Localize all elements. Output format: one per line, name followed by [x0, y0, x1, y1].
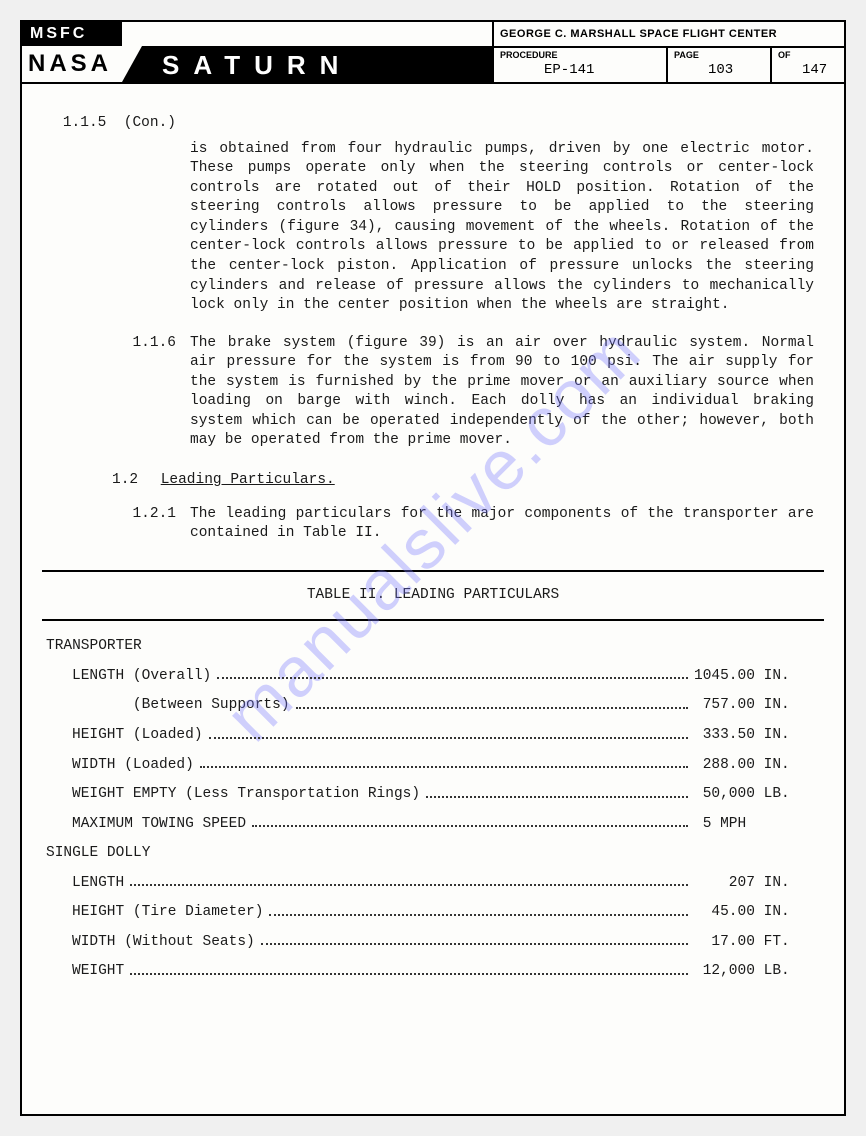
spec-dots	[269, 913, 688, 916]
table-title: TABLE II. LEADING PARTICULARS	[42, 586, 824, 606]
spec-label: LENGTH	[72, 874, 124, 894]
procedure-value: EP-141	[544, 62, 594, 78]
procedure-cell: PROCEDURE EP-141	[494, 48, 668, 82]
sec-1-2-1-text: The leading particulars for the major co…	[190, 505, 814, 544]
spec-dots	[200, 765, 688, 768]
of-cell: OF 147	[772, 48, 844, 82]
sec-1-1-6-text: The brake system (figure 39) is an air o…	[190, 334, 814, 451]
sec-1-2-num: 1.2	[112, 471, 152, 491]
spec-value: 17.00 FT.	[694, 933, 824, 953]
saturn-label: SATURN	[162, 50, 352, 81]
page-label: PAGE	[674, 50, 764, 60]
header-left: MSFC NASA SATURN	[22, 22, 492, 82]
sec-1-1-6-num: 1.1.6	[42, 334, 190, 451]
spec-label: WEIGHT	[72, 962, 124, 982]
spec-label: HEIGHT (Tire Diameter)	[72, 903, 263, 923]
spec-dots	[261, 942, 688, 945]
section-1-2-1: 1.2.1 The leading particulars for the ma…	[42, 505, 824, 544]
page-cell: PAGE 103	[668, 48, 772, 82]
spec-dots	[217, 676, 688, 679]
document-page: MSFC NASA SATURN GEORGE C. MARSHALL SPAC…	[20, 20, 846, 1116]
sec-1-1-5-con: (Con.)	[124, 115, 176, 131]
spec-dots	[130, 972, 688, 975]
transporter-rows: LENGTH (Overall) 1045.00 IN. (Between Sup…	[42, 667, 824, 834]
spec-dots	[252, 824, 688, 827]
spec-value: 5 MPH	[694, 815, 824, 835]
spec-dots	[130, 883, 688, 886]
spec-row: HEIGHT (Tire Diameter) 45.00 IN.	[72, 903, 824, 923]
sec-1-2-title: Leading Particulars.	[161, 472, 335, 488]
spec-value: 50,000 LB.	[694, 785, 824, 805]
spec-value: 1045.00 IN.	[694, 667, 824, 687]
spec-dots	[209, 736, 688, 739]
spec-label: HEIGHT (Loaded)	[72, 726, 203, 746]
spec-row: (Between Supports) 757.00 IN.	[72, 696, 824, 716]
spec-label: WIDTH (Without Seats)	[72, 933, 255, 953]
spec-dots	[426, 795, 688, 798]
spec-row: WIDTH (Without Seats) 17.00 FT.	[72, 933, 824, 953]
single-dolly-rows: LENGTH 207 IN. HEIGHT (Tire Diameter) 45.…	[42, 874, 824, 982]
spec-row: LENGTH (Overall) 1045.00 IN.	[72, 667, 824, 687]
msfc-label: MSFC	[22, 25, 87, 43]
sec-1-1-5-text: is obtained from four hydraulic pumps, d…	[190, 140, 814, 316]
section-1-2: 1.2 Leading Particulars.	[112, 471, 824, 491]
page-content: manualslive.com 1.1.5 (Con.) is obtained…	[22, 84, 844, 1002]
spec-label: MAXIMUM TOWING SPEED	[72, 815, 246, 835]
page-value: 103	[708, 62, 733, 78]
spec-label: LENGTH (Overall)	[72, 667, 211, 687]
spec-dots	[296, 706, 688, 709]
spec-label: WEIGHT EMPTY (Less Transportation Rings)	[72, 785, 420, 805]
sec-1-2-1-num: 1.2.1	[42, 505, 190, 544]
spec-label: (Between Supports)	[72, 696, 290, 716]
table-rule-top	[42, 570, 824, 572]
spec-row: HEIGHT (Loaded) 333.50 IN.	[72, 726, 824, 746]
sec-1-1-5-num: 1.1.5	[63, 115, 107, 131]
spec-row: MAXIMUM TOWING SPEED 5 MPH	[72, 815, 824, 835]
page-header: MSFC NASA SATURN GEORGE C. MARSHALL SPAC…	[22, 22, 844, 84]
header-meta: PROCEDURE EP-141 PAGE 103 OF 147	[494, 48, 844, 82]
spec-value: 207 IN.	[694, 874, 824, 894]
spec-row: WEIGHT EMPTY (Less Transportation Rings)…	[72, 785, 824, 805]
nasa-row: NASA SATURN	[22, 46, 492, 82]
msfc-row: MSFC	[22, 22, 492, 46]
spec-value: 45.00 IN.	[694, 903, 824, 923]
group-single-dolly: SINGLE DOLLY	[46, 844, 824, 864]
spec-label: WIDTH (Loaded)	[72, 756, 194, 776]
spec-value: 757.00 IN.	[694, 696, 824, 716]
group-transporter: TRANSPORTER	[46, 637, 824, 657]
header-right: GEORGE C. MARSHALL SPACE FLIGHT CENTER P…	[492, 22, 844, 82]
spec-value: 288.00 IN.	[694, 756, 824, 776]
nasa-label: NASA	[22, 50, 112, 78]
section-1-1-5-head: 1.1.5 (Con.)	[42, 114, 824, 134]
spec-row: WEIGHT 12,000 LB.	[72, 962, 824, 982]
spec-value: 12,000 LB.	[694, 962, 824, 982]
table-rule-bottom	[42, 619, 824, 621]
of-value: 147	[802, 62, 827, 78]
spec-value: 333.50 IN.	[694, 726, 824, 746]
spec-row: LENGTH 207 IN.	[72, 874, 824, 894]
of-label: OF	[778, 50, 838, 60]
procedure-label: PROCEDURE	[500, 50, 660, 60]
section-1-1-6: 1.1.6 The brake system (figure 39) is an…	[42, 334, 824, 451]
spec-row: WIDTH (Loaded) 288.00 IN.	[72, 756, 824, 776]
center-name: GEORGE C. MARSHALL SPACE FLIGHT CENTER	[494, 22, 844, 48]
